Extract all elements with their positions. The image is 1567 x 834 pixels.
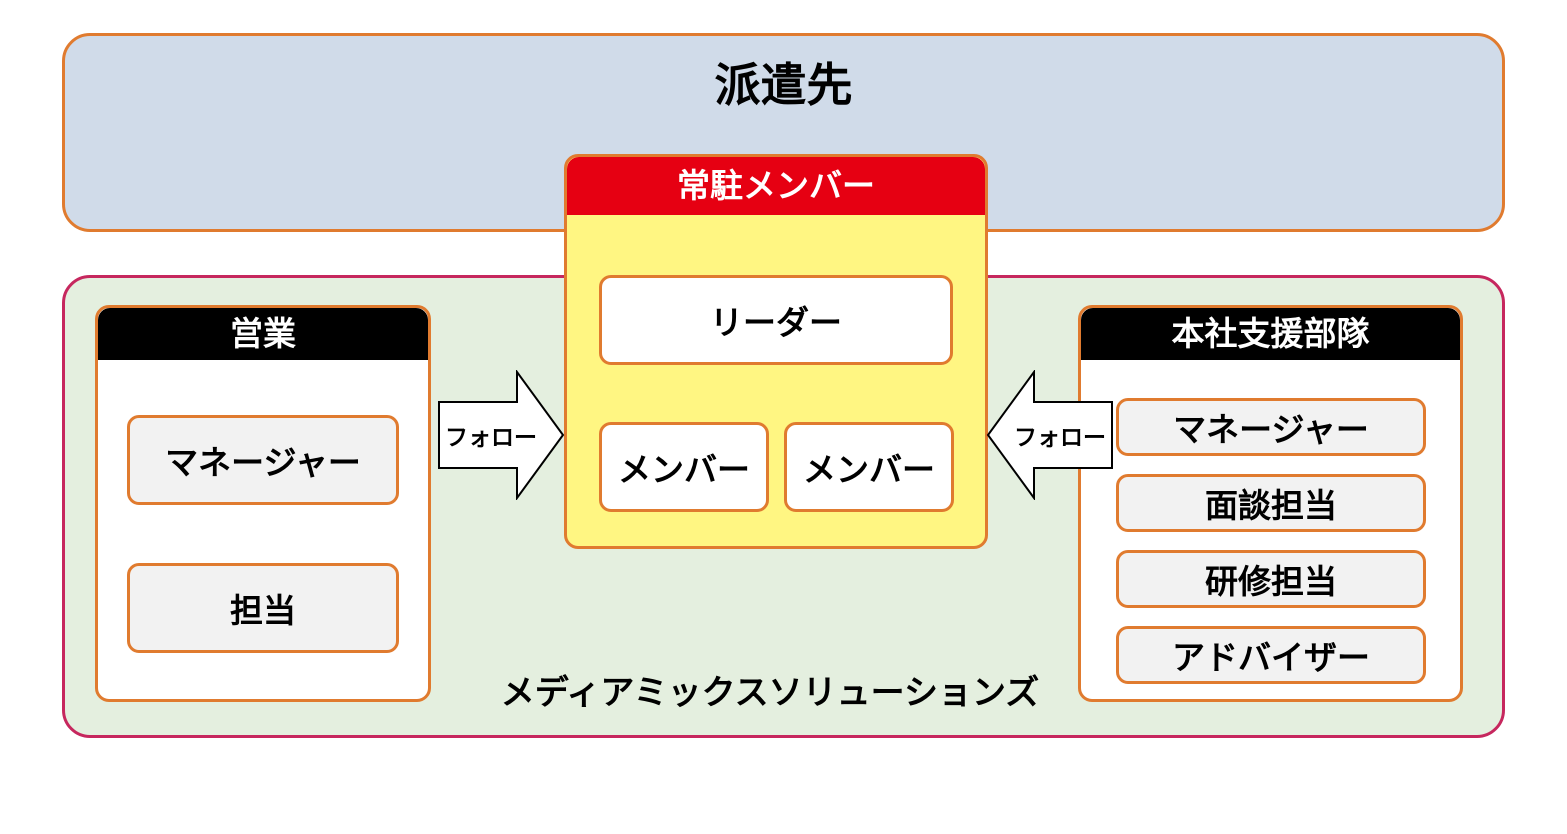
arrow-follow-left: フォロー	[437, 370, 565, 500]
group-hq-support-header: 本社支援部隊	[1081, 308, 1460, 360]
group-sales-header: 営業	[98, 308, 428, 360]
hq-role-2: 研修担当	[1116, 550, 1426, 608]
onsite-role-2: メンバー	[784, 422, 954, 512]
region-company-title: メディアミックスソリューションズ	[470, 664, 1070, 714]
hq-role-3: アドバイザー	[1116, 626, 1426, 684]
sales-role-0: マネージャー	[127, 415, 399, 505]
hq-role-1: 面談担当	[1116, 474, 1426, 532]
arrow-follow-right-label: フォロー	[986, 370, 1114, 500]
arrow-follow-right: フォロー	[986, 370, 1114, 500]
region-dispatch-destination-title: 派遣先	[62, 52, 1505, 112]
diagram-canvas: 派遣先 メディアミックスソリューションズ 常駐メンバー 営業 本社支援部隊 フォ…	[0, 0, 1567, 834]
sales-role-1: 担当	[127, 563, 399, 653]
onsite-role-1: メンバー	[599, 422, 769, 512]
onsite-role-0: リーダー	[599, 275, 953, 365]
arrow-follow-left-label: フォロー	[437, 370, 565, 500]
group-onsite-members-header: 常駐メンバー	[567, 157, 985, 215]
hq-role-0: マネージャー	[1116, 398, 1426, 456]
